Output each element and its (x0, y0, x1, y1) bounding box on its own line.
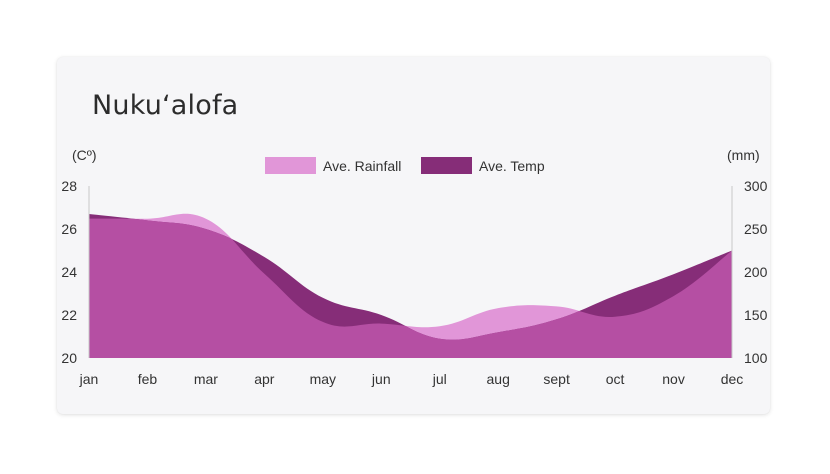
legend-swatch-rainfall (265, 157, 316, 174)
x-axis-tick-label: nov (662, 371, 685, 387)
x-axis-tick-label: dec (721, 371, 744, 387)
overlap-area (89, 213, 732, 358)
right-axis-tick-label: 250 (744, 221, 768, 237)
right-axis-tick-label: 100 (744, 350, 768, 366)
right-axis-tick-label: 200 (744, 264, 768, 280)
x-axis-ticks: jan feb mar apr may jun jul aug sept oct nov dec (79, 371, 744, 387)
x-axis-tick-label: jan (79, 371, 99, 387)
legend-label-temp: Ave. Temp (479, 158, 545, 174)
left-axis-tick-label: 28 (61, 178, 77, 194)
legend-swatch-temp (421, 157, 472, 174)
x-axis-tick-label: jul (432, 371, 447, 387)
legend: Ave. Rainfall Ave. Temp (265, 157, 545, 174)
right-axis-tick-label: 150 (744, 307, 768, 323)
chart-title: Nukuʻalofa (92, 90, 239, 121)
x-axis-tick-label: jun (371, 371, 391, 387)
legend-label-rainfall: Ave. Rainfall (323, 158, 401, 174)
x-axis-tick-label: sept (543, 371, 570, 387)
x-axis-tick-label: apr (254, 371, 275, 387)
left-axis-tick-label: 26 (61, 221, 77, 237)
right-axis-ticks: 300 250 200 150 100 (744, 178, 768, 366)
left-axis-ticks: 28 26 24 22 20 (61, 178, 77, 366)
right-axis-tick-label: 300 (744, 178, 768, 194)
x-axis-tick-label: oct (606, 371, 625, 387)
left-axis-tick-label: 20 (61, 350, 77, 366)
x-axis-tick-label: aug (487, 371, 510, 387)
x-axis-tick-label: feb (138, 371, 158, 387)
right-axis-unit: (mm) (727, 147, 760, 163)
left-axis-tick-label: 22 (61, 307, 77, 323)
left-axis-unit: (Cº) (72, 147, 97, 163)
left-axis-tick-label: 24 (61, 264, 77, 280)
x-axis-tick-label: may (310, 371, 336, 387)
x-axis-tick-label: mar (194, 371, 218, 387)
